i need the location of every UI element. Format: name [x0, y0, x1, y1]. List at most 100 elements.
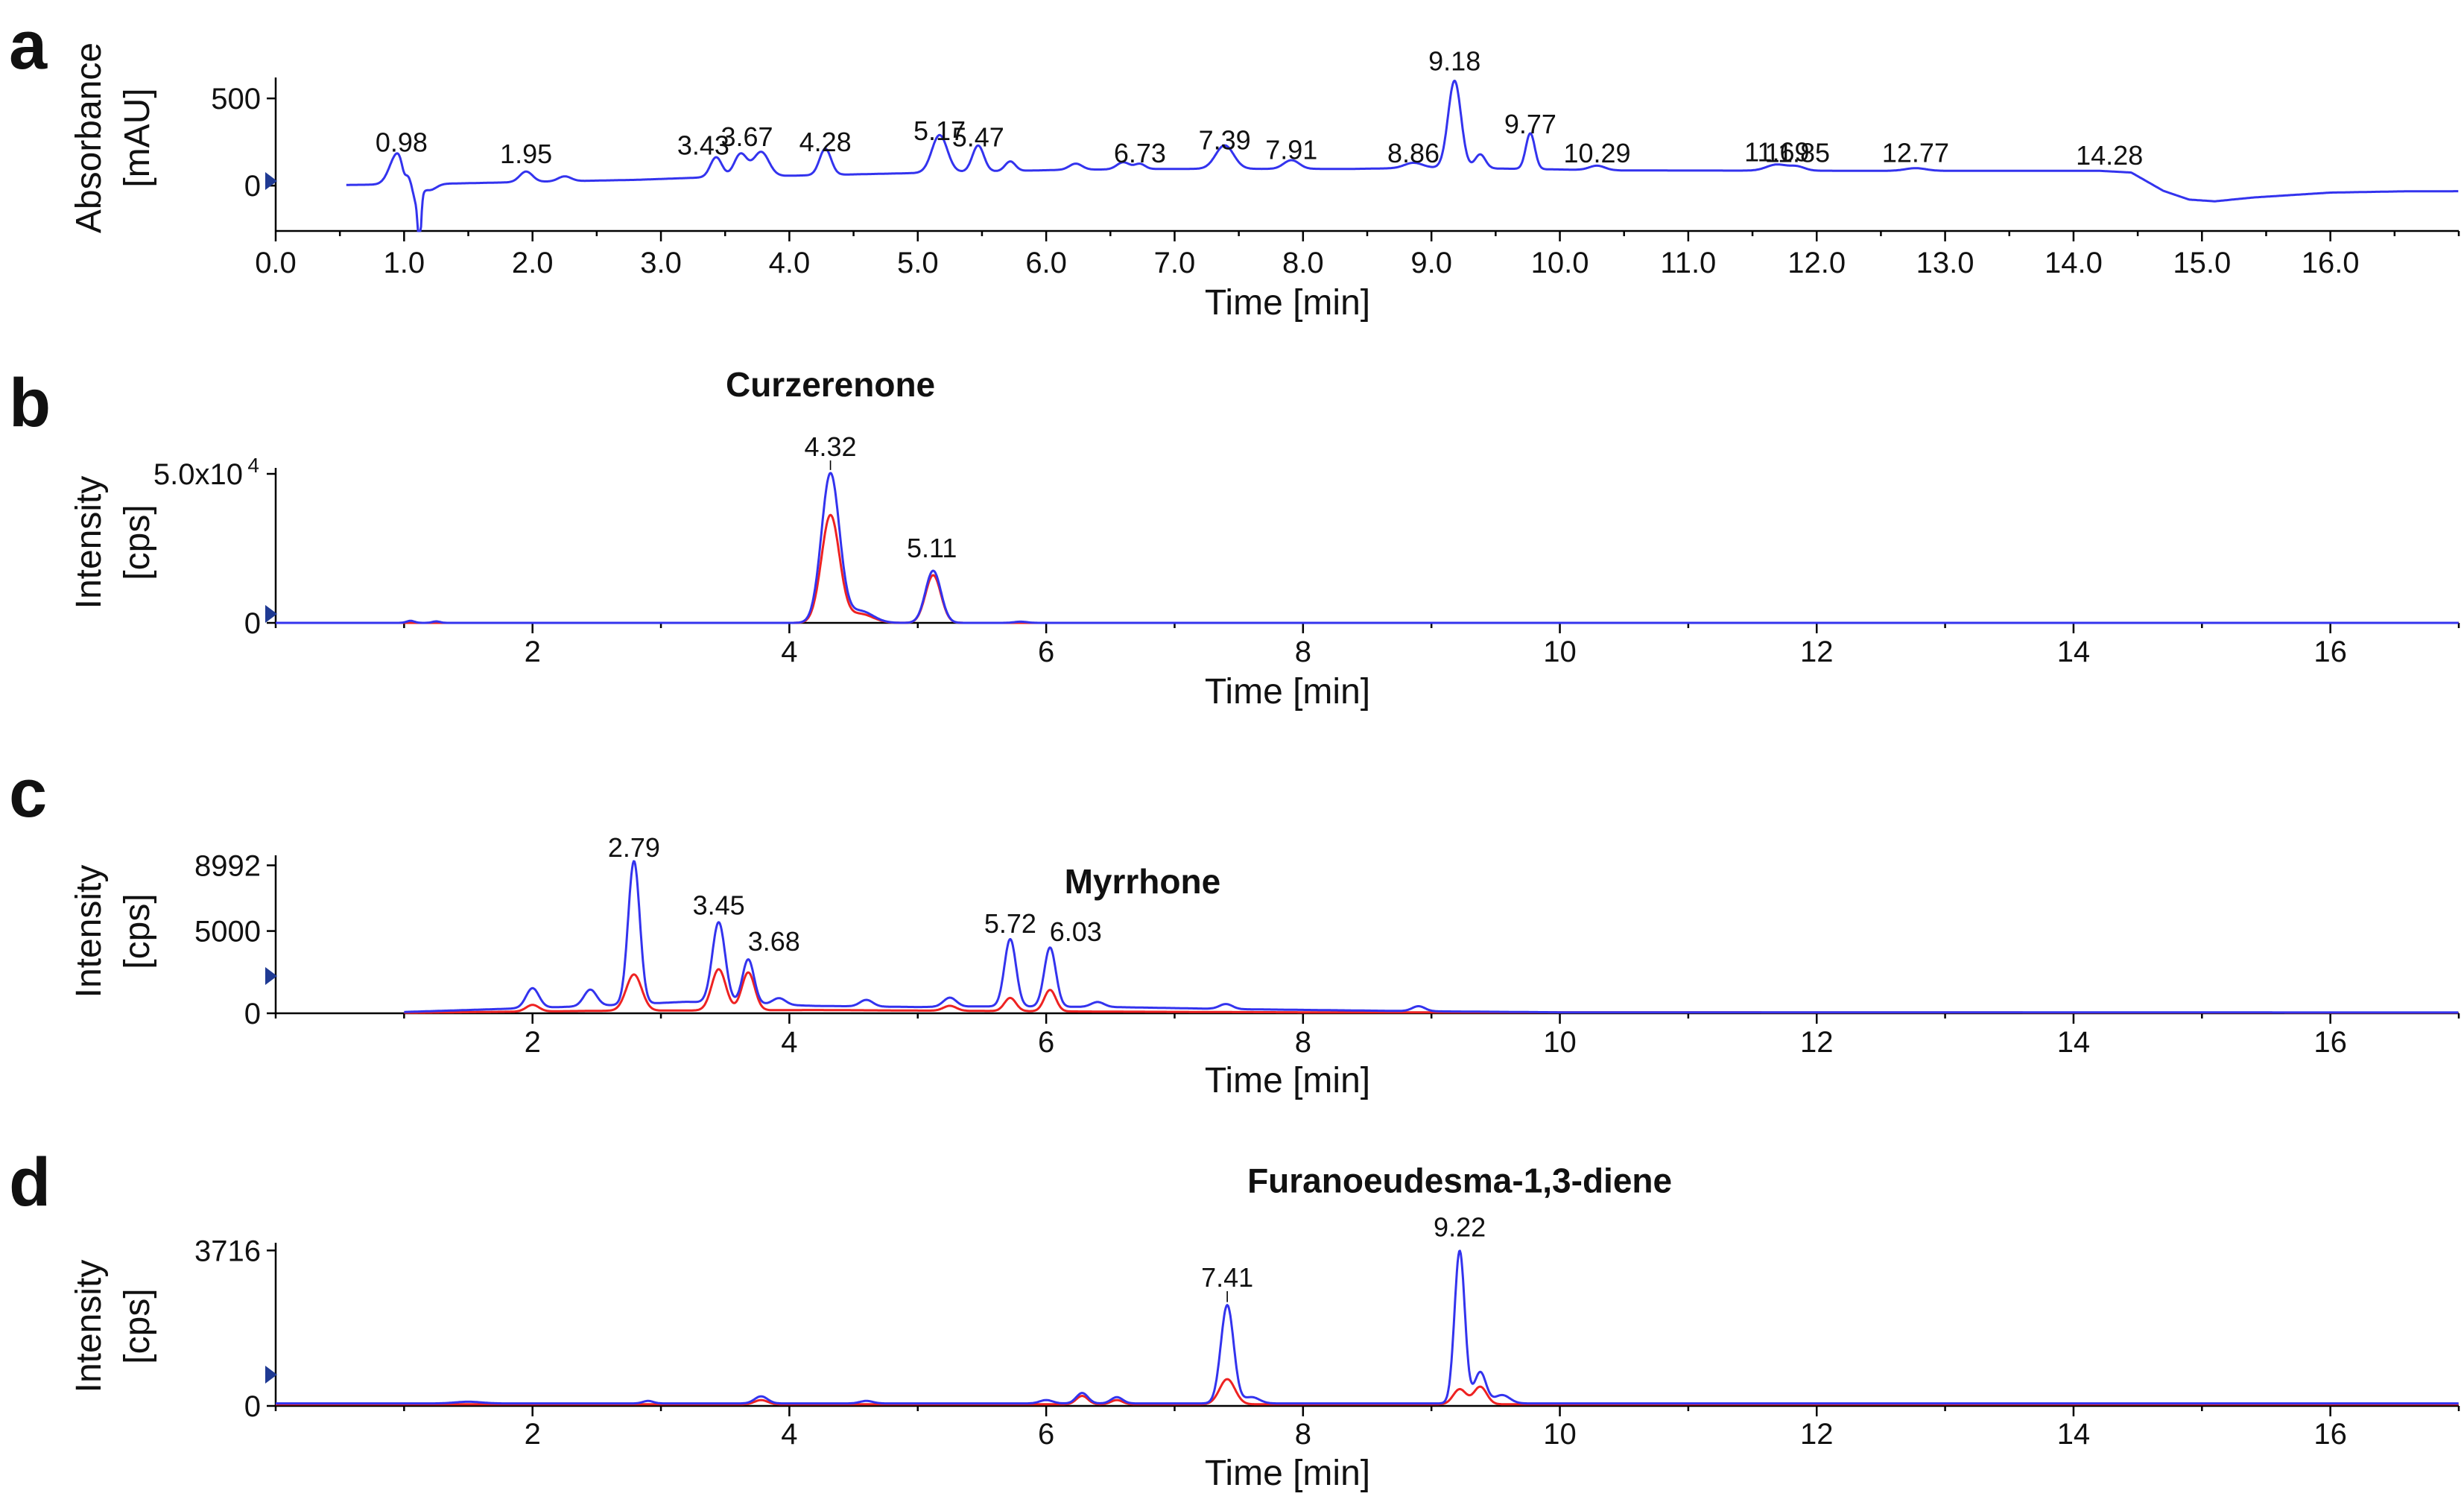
x-tick-label: 14: [2057, 1418, 2091, 1451]
peak-label: 4.32: [805, 431, 857, 462]
baseline-marker: [265, 172, 277, 190]
panel-d-plot: 0 3716 2 4 6 8 10 12 14 16 Furanoeudesma-1,3-diene…: [194, 1162, 2460, 1451]
x-tick-label: 12.0: [1787, 247, 1846, 279]
peak-label: 6.73: [1114, 138, 1166, 168]
peak-label: 11.69: [1744, 136, 1809, 167]
x-tick-label: 8: [1295, 636, 1311, 668]
peak-label: 3.67: [720, 121, 773, 152]
panel-d-xlabel: Time [min]: [1205, 1454, 1370, 1493]
baseline-marker: [265, 967, 277, 985]
panel-d: d Intensity [cps] 0 3716 2 4 6 8 10 12 14 16 Furan…: [9, 1144, 2460, 1493]
panel-letter-d: d: [9, 1144, 51, 1220]
compound-label: Furanoeudesma-1,3-diene: [1247, 1162, 1672, 1200]
x-tick-label: 11.0: [1660, 247, 1716, 279]
peak-label: 2.79: [608, 832, 660, 863]
x-tick-label: 10: [1543, 1418, 1577, 1451]
peak-label: 7.39: [1199, 124, 1251, 155]
panel-d-ylabel-line1: Intensity: [69, 1260, 109, 1393]
panel-b-xlabel: Time [min]: [1205, 672, 1370, 712]
x-tick-label: 4.0: [769, 247, 811, 279]
y-tick-label: 500: [211, 83, 261, 115]
x-tick-label: 10: [1543, 1026, 1577, 1059]
peak-label: 3.68: [748, 926, 800, 957]
peak-label: 5.11: [907, 533, 957, 563]
panel-letter-c: c: [9, 755, 47, 831]
panel-c-ylabel: Intensity [cps]: [69, 865, 157, 998]
peak-label: 7.91: [1265, 135, 1317, 165]
peak-label: 11.85: [1765, 138, 1830, 168]
x-tick-label: 12: [1800, 636, 1834, 668]
panel-c-ylabel-line2: [cps]: [118, 893, 157, 969]
peak-label: 9.18: [1428, 46, 1480, 77]
x-tick-label: 14.0: [2045, 247, 2103, 279]
y-tick-label: 5.0x10: [153, 458, 243, 491]
panel-a-plot: 0 500 0.0 1.0 2.0 3.0 4.0 5.0 6.0 7.0 8.0 9.0 10.0 11…: [211, 46, 2460, 279]
x-tick-label: 15.0: [2173, 247, 2231, 279]
compound-label: Curzerenone: [726, 365, 935, 404]
panel-a-ylabel-line2: [mAU]: [118, 88, 157, 187]
y-tick-label: 0: [244, 1390, 261, 1423]
x-tick-label: 8: [1295, 1026, 1311, 1059]
x-tick-label: 6: [1038, 1418, 1054, 1451]
panel-a: a Absorbance [mAU] 0 500 0.0 1.0 2.0 3.0 4.0 5.…: [9, 7, 2460, 323]
x-tick-label: 6.0: [1025, 247, 1067, 279]
peak-label: 5.72: [984, 908, 1036, 939]
panel-b-ylabel-line2: [cps]: [118, 504, 157, 580]
trace-mrm-2: [275, 1378, 2460, 1406]
x-tick-label: 6: [1038, 1026, 1054, 1059]
x-tick-label: 3.0: [640, 247, 682, 279]
panel-c: c Intensity [cps] 0 5000 8992 2 4 6 8 10 12 14 16 M…: [9, 755, 2460, 1100]
peak-label: 6.03: [1050, 916, 1102, 947]
panel-letter-a: a: [9, 7, 48, 83]
peak-label: 4.28: [799, 127, 852, 157]
x-tick-label: 16: [2313, 1026, 2347, 1059]
x-tick-label: 2: [525, 636, 541, 668]
x-tick-label: 12: [1800, 1026, 1834, 1059]
x-tick-label: 4: [781, 636, 797, 668]
panel-d-ylabel-line2: [cps]: [118, 1288, 157, 1363]
trace-mrm-1: [275, 1249, 2460, 1405]
x-tick-label: 8: [1295, 1418, 1311, 1451]
peak-label: 8.86: [1387, 138, 1440, 168]
trace-mrm-2: [403, 968, 2459, 1014]
x-tick-label: 16: [2313, 636, 2347, 668]
x-tick-label: 13.0: [1916, 247, 1974, 279]
x-tick-label: 1.0: [384, 247, 425, 279]
panel-letter-b: b: [9, 365, 51, 441]
x-tick-label: 10: [1543, 636, 1577, 668]
trace-uv: [346, 79, 2459, 232]
x-tick-label: 8.0: [1282, 247, 1324, 279]
x-tick-label: 6: [1038, 636, 1054, 668]
x-tick-label: 2.0: [512, 247, 554, 279]
x-tick-label: 7.0: [1154, 247, 1196, 279]
panel-c-ylabel-line1: Intensity: [69, 865, 109, 998]
panel-d-ylabel: Intensity [cps]: [69, 1260, 157, 1393]
x-tick-label: 14: [2057, 636, 2091, 668]
peak-label: 3.43: [677, 130, 729, 160]
y-tick-label: 3716: [194, 1235, 261, 1267]
panel-c-xlabel: Time [min]: [1205, 1061, 1370, 1100]
x-tick-label: 2: [525, 1418, 541, 1451]
peak-label: 9.22: [1434, 1212, 1486, 1243]
x-tick-label: 5.0: [897, 247, 939, 279]
y-tick-label: 0: [244, 170, 261, 203]
x-tick-label: 12: [1800, 1418, 1834, 1451]
baseline-marker: [265, 1366, 277, 1384]
peak-label: 0.98: [376, 127, 428, 157]
baseline-marker: [265, 605, 277, 623]
peak-label: 10.29: [1563, 138, 1630, 168]
peak-label: 7.41: [1201, 1262, 1253, 1293]
y-tick-superscript: 4: [247, 454, 259, 477]
peak-label: 9.77: [1504, 109, 1556, 139]
peak-label: 1.95: [500, 139, 552, 169]
trace-mrm-1: [403, 860, 2459, 1014]
peak-label: 14.28: [2076, 140, 2143, 171]
peak-label: 3.45: [693, 890, 745, 921]
y-tick-label: 8992: [194, 849, 261, 882]
x-tick-label: 4: [781, 1026, 797, 1059]
x-tick-label: 16.0: [2302, 247, 2360, 279]
panel-a-ylabel: Absorbance [mAU]: [69, 42, 157, 233]
x-tick-label: 16: [2313, 1418, 2347, 1451]
